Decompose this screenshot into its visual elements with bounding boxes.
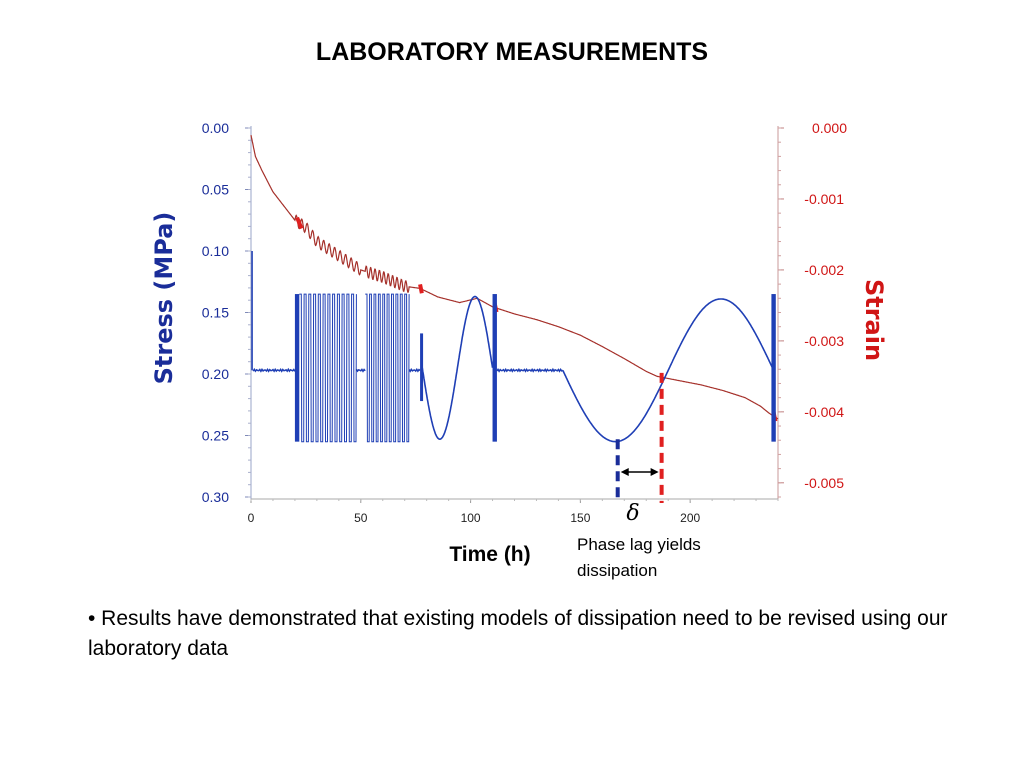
y-right-tick-label: 0.000 <box>812 120 847 136</box>
y-axis-right-label: Strain <box>860 279 888 361</box>
stress-burst <box>771 294 776 442</box>
stress-flat-segment <box>252 367 296 373</box>
stress-flat-segment <box>408 367 421 373</box>
chart-plot <box>250 134 779 503</box>
stress-burst <box>492 294 497 442</box>
phase-lag-arrowhead-right <box>650 468 659 476</box>
y-left-tick-label: 0.20 <box>202 366 229 382</box>
y-right-tick-label: -0.005 <box>804 475 844 491</box>
slide-title: LABORATORY MEASUREMENTS <box>315 38 709 66</box>
phase-lag-annotation: Phase lag yields dissipation <box>577 532 747 584</box>
y-left-tick-label: 0.10 <box>202 243 229 259</box>
x-tick-label: 150 <box>570 511 590 525</box>
y-axis-left-label: Stress (MPa) <box>150 212 178 385</box>
stress-burst <box>294 294 300 442</box>
y-right-tick-label: -0.001 <box>804 191 844 207</box>
y-left-tick-label: 0.05 <box>202 182 229 198</box>
y-right-tick-label: -0.003 <box>804 333 844 349</box>
x-tick-label: 200 <box>680 511 700 525</box>
y-left-tick-label: 0.30 <box>202 489 229 505</box>
strain-series-line <box>250 134 779 420</box>
y-left-tick-label: 0.15 <box>202 305 229 321</box>
bullet-text: • Results have demonstrated that existin… <box>88 607 948 660</box>
stress-burst <box>420 333 424 402</box>
x-tick-label: 0 <box>248 511 255 525</box>
stress-strain-chart: 0.00 0.05 0.10 0.15 0.20 0.25 0.30 0.000 -0.001 -… <box>150 120 888 566</box>
y-left-tick-label: 0.00 <box>202 120 229 136</box>
phase-lag-symbol: δ <box>626 501 639 526</box>
y-right-tick-label: -0.004 <box>804 404 844 420</box>
stress-flat-segment <box>496 367 564 373</box>
chart-axes: 0.00 0.05 0.10 0.15 0.20 0.25 0.30 0.000 -0.001 -… <box>202 120 847 525</box>
stress-square-wave <box>299 293 357 443</box>
stress-flat-segment <box>355 368 366 373</box>
x-axis-label: Time (h) <box>449 543 530 566</box>
y-left-tick-label: 0.25 <box>202 428 229 444</box>
strain-highlight-point <box>418 283 424 294</box>
y-right-tick-label: -0.002 <box>804 262 844 278</box>
annotation-line-2: dissipation <box>577 561 658 580</box>
x-tick-label: 100 <box>461 511 481 525</box>
strain-highlight-point <box>295 216 304 230</box>
phase-lag-arrowhead-left <box>620 468 629 476</box>
stress-square-wave <box>365 293 410 443</box>
x-tick-label: 50 <box>354 511 368 525</box>
annotation-line-1: Phase lag yields <box>577 535 701 554</box>
stress-sine-segment <box>562 298 775 443</box>
stress-sine-segment <box>421 295 494 441</box>
